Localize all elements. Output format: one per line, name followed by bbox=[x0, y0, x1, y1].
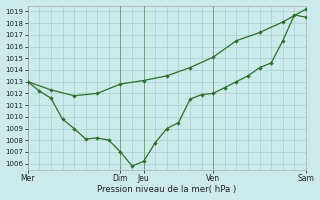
X-axis label: Pression niveau de la mer( hPa ): Pression niveau de la mer( hPa ) bbox=[97, 185, 236, 194]
